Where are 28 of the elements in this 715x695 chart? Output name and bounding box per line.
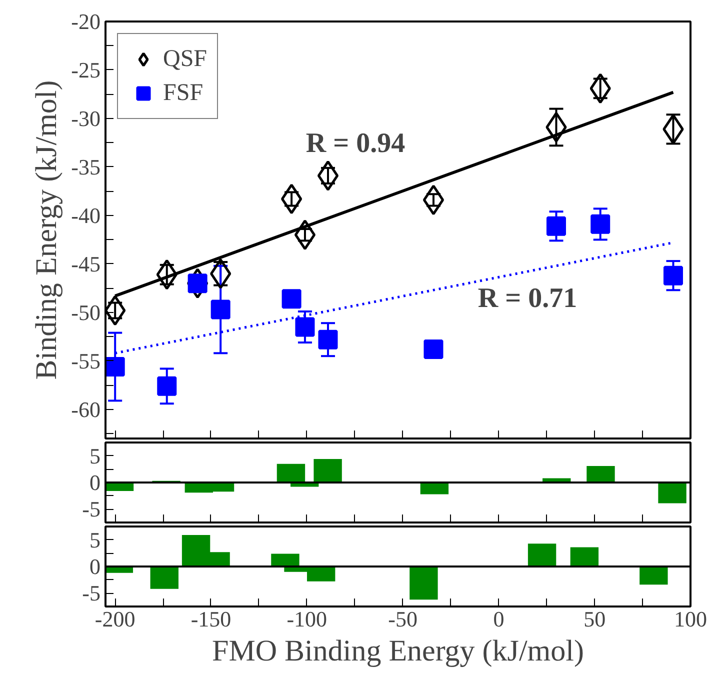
x-tick-label: -150 <box>190 606 232 632</box>
y-axis-title: Binding Energy (kJ/mol) <box>30 80 64 380</box>
y-tick-label: 0 <box>90 470 100 495</box>
y-tick-label: -60 <box>71 396 100 422</box>
x-tick-label: -200 <box>94 606 136 632</box>
y-tick-label: -40 <box>71 202 100 228</box>
legend-label: QSF <box>163 46 208 72</box>
y-tick-label: -20 <box>71 9 100 34</box>
y-tick-label: -5 <box>82 496 100 522</box>
annotation: R = 0.94 <box>306 128 406 159</box>
x-tick-label: -100 <box>286 606 328 632</box>
y-tick-label: 0 <box>90 554 100 579</box>
y-tick-label: 5 <box>90 527 100 552</box>
y-tick-label: -45 <box>71 251 100 276</box>
x-tick-label: 0 <box>493 606 504 632</box>
y-tick-label: -35 <box>71 154 100 180</box>
y-tick-label: -5 <box>82 580 100 606</box>
x-tick-label: 100 <box>674 606 707 632</box>
x-tick-label: -50 <box>388 606 418 632</box>
annotation: R = 0.71 <box>478 283 578 314</box>
y-tick-label: -30 <box>71 106 100 131</box>
x-axis-title: FMO Binding Energy (kJ/mol) <box>212 634 584 668</box>
y-tick-label: 5 <box>90 443 100 468</box>
legend-label: FSF <box>163 80 204 106</box>
y-tick-label: -50 <box>71 300 100 325</box>
x-tick-label: 50 <box>584 606 606 632</box>
y-tick-label: -25 <box>71 57 100 82</box>
y-tick-label: -55 <box>71 348 100 374</box>
